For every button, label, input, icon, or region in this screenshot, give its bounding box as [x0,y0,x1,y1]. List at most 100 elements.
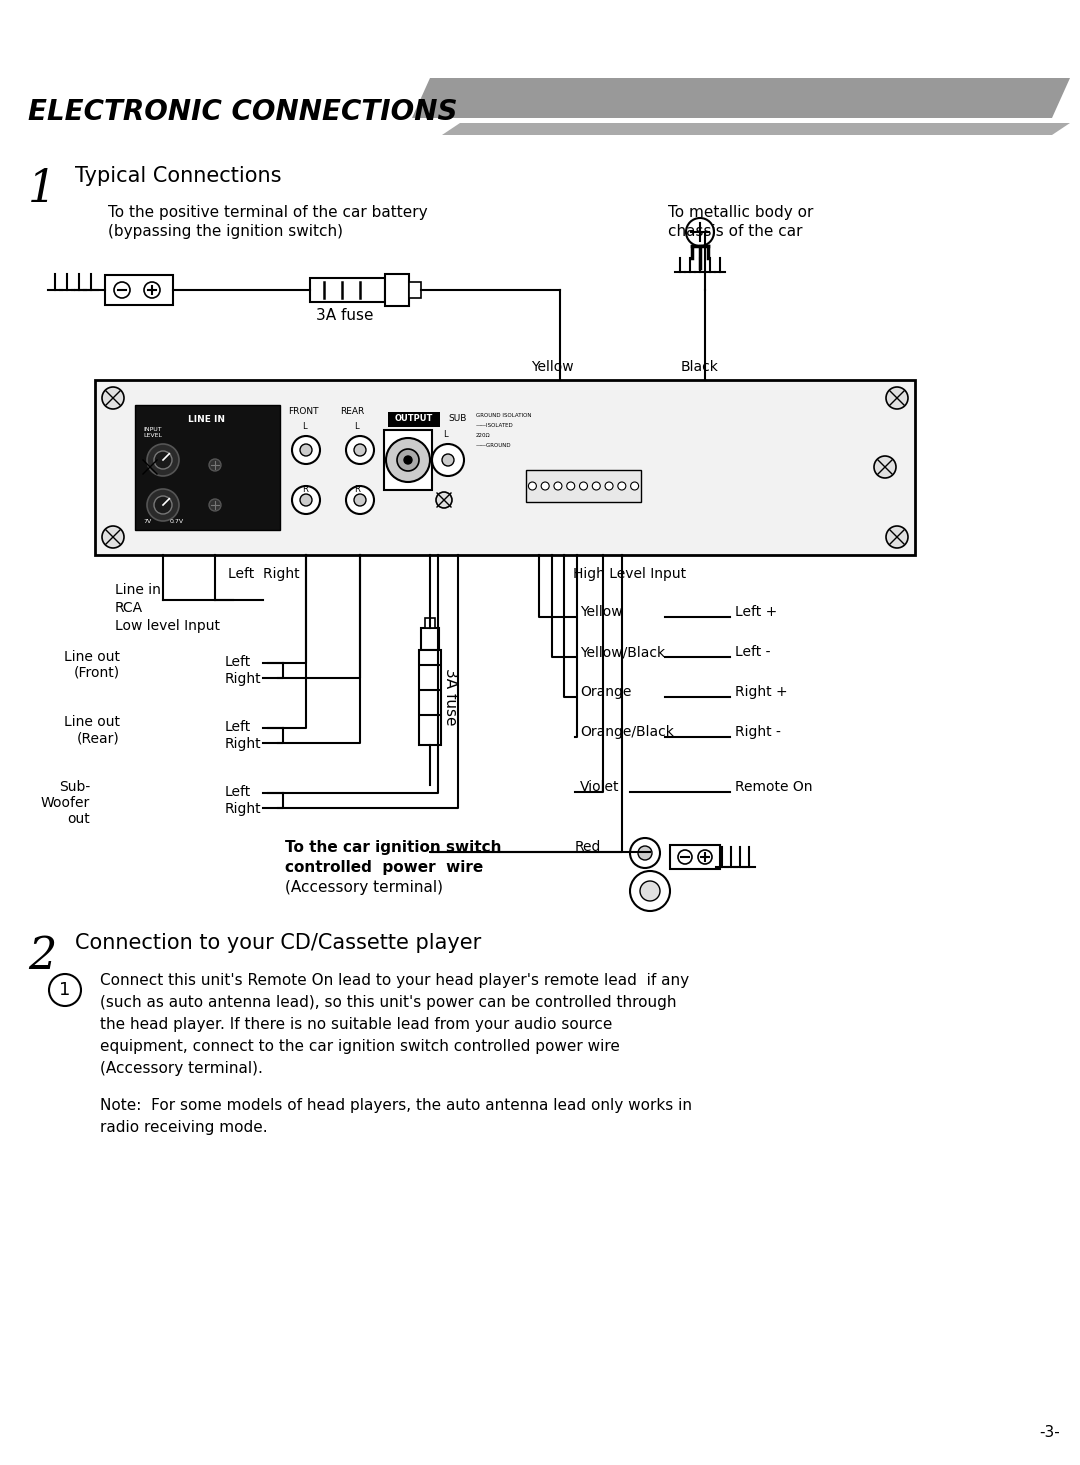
Circle shape [292,486,320,514]
Text: Sub-: Sub- [58,779,90,794]
Text: Line out: Line out [64,650,120,664]
Circle shape [638,845,652,860]
Text: Left +: Left + [735,605,778,620]
Bar [95,379,915,555]
Circle shape [354,494,366,505]
Bar [419,650,441,746]
Circle shape [630,838,660,867]
Circle shape [147,489,179,522]
Circle shape [102,526,124,548]
Bar [670,845,720,869]
Text: Left -: Left - [735,645,770,659]
Circle shape [631,482,638,489]
Text: Line in: Line in [114,583,161,598]
Text: Connect this unit's Remote On lead to your head player's remote lead  if any: Connect this unit's Remote On lead to yo… [100,973,689,987]
Text: 220Ω: 220Ω [476,434,490,438]
Text: Black: Black [681,360,719,374]
Text: out: out [67,812,90,826]
Text: Red: Red [575,839,602,854]
Text: Left: Left [225,785,252,798]
Bar [135,404,280,530]
Text: (Accessory terminal): (Accessory terminal) [285,880,443,895]
Circle shape [592,482,600,489]
Circle shape [432,444,464,476]
Circle shape [354,444,366,456]
Circle shape [300,444,312,456]
Circle shape [346,437,374,464]
Circle shape [886,526,908,548]
Circle shape [886,387,908,409]
Text: ——ISOLATED: ——ISOLATED [476,423,514,428]
Text: Low level Input: Low level Input [114,620,220,633]
Circle shape [874,456,896,478]
Circle shape [49,974,81,1006]
Circle shape [210,459,221,472]
Text: (such as auto antenna lead), so this unit's power can be controlled through: (such as auto antenna lead), so this uni… [100,995,676,1009]
Text: ELECTRONIC CONNECTIONS: ELECTRONIC CONNECTIONS [28,98,458,126]
Text: GROUND ISOLATION: GROUND ISOLATION [476,413,531,418]
Text: 2: 2 [28,935,56,979]
Text: Left: Left [225,655,252,670]
Text: INPUT
LEVEL: INPUT LEVEL [143,426,162,438]
Text: Note:  For some models of head players, the auto antenna lead only works in: Note: For some models of head players, t… [100,1097,692,1113]
Circle shape [698,850,712,864]
Text: Remote On: Remote On [735,779,812,794]
Text: Violet: Violet [580,779,620,794]
Circle shape [386,438,430,482]
Bar [421,628,438,650]
Text: RCA: RCA [114,601,144,615]
Polygon shape [411,78,1070,119]
Text: equipment, connect to the car ignition switch controlled power wire: equipment, connect to the car ignition s… [100,1039,620,1053]
Circle shape [567,482,575,489]
Circle shape [678,850,692,864]
Circle shape [640,880,660,901]
Text: OUTPUT: OUTPUT [395,415,433,423]
Text: Yellow: Yellow [580,605,623,620]
Text: Yellow: Yellow [530,360,573,374]
Bar [409,281,421,297]
Circle shape [605,482,613,489]
Circle shape [147,444,179,476]
Text: 7V: 7V [143,519,151,524]
Circle shape [114,281,130,297]
Text: L: L [443,431,447,440]
Circle shape [528,482,537,489]
Text: Right: Right [225,672,261,686]
Circle shape [300,494,312,505]
Circle shape [154,451,172,469]
Text: Connection to your CD/Cassette player: Connection to your CD/Cassette player [75,933,482,954]
Circle shape [442,454,454,466]
Text: L: L [354,422,359,431]
Bar [426,618,435,628]
Text: the head player. If there is no suitable lead from your audio source: the head player. If there is no suitable… [100,1017,612,1031]
Text: 0.7V: 0.7V [170,519,184,524]
Text: High Level Input: High Level Input [573,567,687,582]
Circle shape [541,482,549,489]
Text: LINE IN: LINE IN [189,415,226,423]
Circle shape [397,448,419,472]
Circle shape [346,486,374,514]
Text: Right: Right [225,801,261,816]
Circle shape [404,456,411,464]
Text: Left  Right: Left Right [228,567,299,582]
Circle shape [292,437,320,464]
Text: 1: 1 [28,168,56,211]
Circle shape [436,492,453,508]
Bar [384,431,432,489]
Text: L: L [302,422,307,431]
Circle shape [154,497,172,514]
Bar [384,274,409,306]
Text: 3A fuse: 3A fuse [443,668,458,725]
Text: Orange/Black: Orange/Black [580,725,674,738]
Text: chassis of the car: chassis of the car [669,224,802,239]
Text: REAR: REAR [340,407,364,416]
Text: (bypassing the ignition switch): (bypassing the ignition switch) [108,224,343,239]
Text: (Rear): (Rear) [78,731,120,746]
Text: (Front): (Front) [73,667,120,680]
Text: Woofer: Woofer [41,795,90,810]
Circle shape [102,387,124,409]
Text: Orange: Orange [580,686,632,699]
Text: Left: Left [225,719,252,734]
Text: -3-: -3- [1040,1425,1061,1440]
Circle shape [210,500,221,511]
